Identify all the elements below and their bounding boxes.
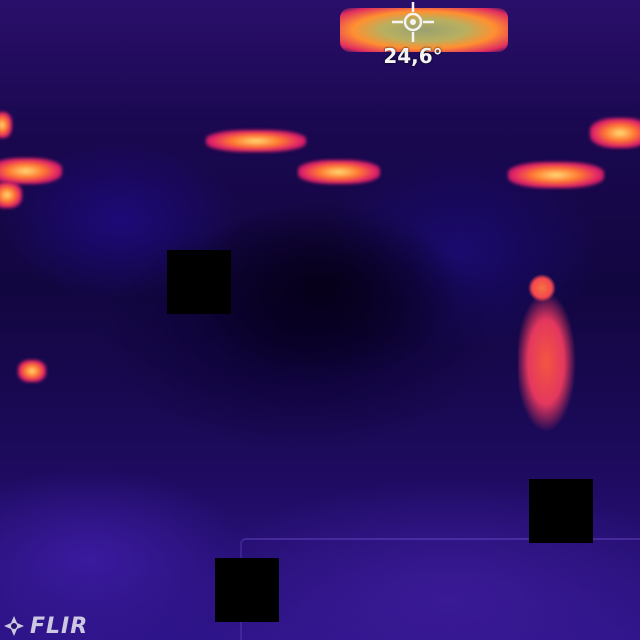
temperature-unit: ° — [432, 44, 443, 68]
wall-heat-spot — [18, 360, 46, 382]
flir-logo-icon — [4, 616, 24, 636]
ceiling-lamp — [298, 160, 380, 184]
occlusion-box — [529, 479, 593, 543]
ceiling-lamp — [0, 182, 22, 208]
flir-logo: FLIR — [2, 613, 89, 639]
ceiling-lamp — [508, 162, 604, 188]
ceiling-lamp — [590, 118, 640, 148]
occlusion-box — [167, 250, 231, 314]
crosshair-icon — [392, 2, 434, 42]
ceiling-lamp — [206, 130, 306, 152]
ceiling-lamp — [0, 158, 62, 184]
occlusion-box — [215, 558, 279, 622]
temperature-value: 24,6 — [383, 44, 433, 68]
temperature-readout: 24,6° — [376, 44, 450, 68]
flir-logo-text: FLIR — [30, 613, 89, 639]
ceiling-lamp — [0, 112, 12, 138]
floor-edge — [240, 538, 640, 640]
hot-ceiling-panel — [340, 8, 508, 52]
person-heat-signature — [518, 272, 580, 432]
